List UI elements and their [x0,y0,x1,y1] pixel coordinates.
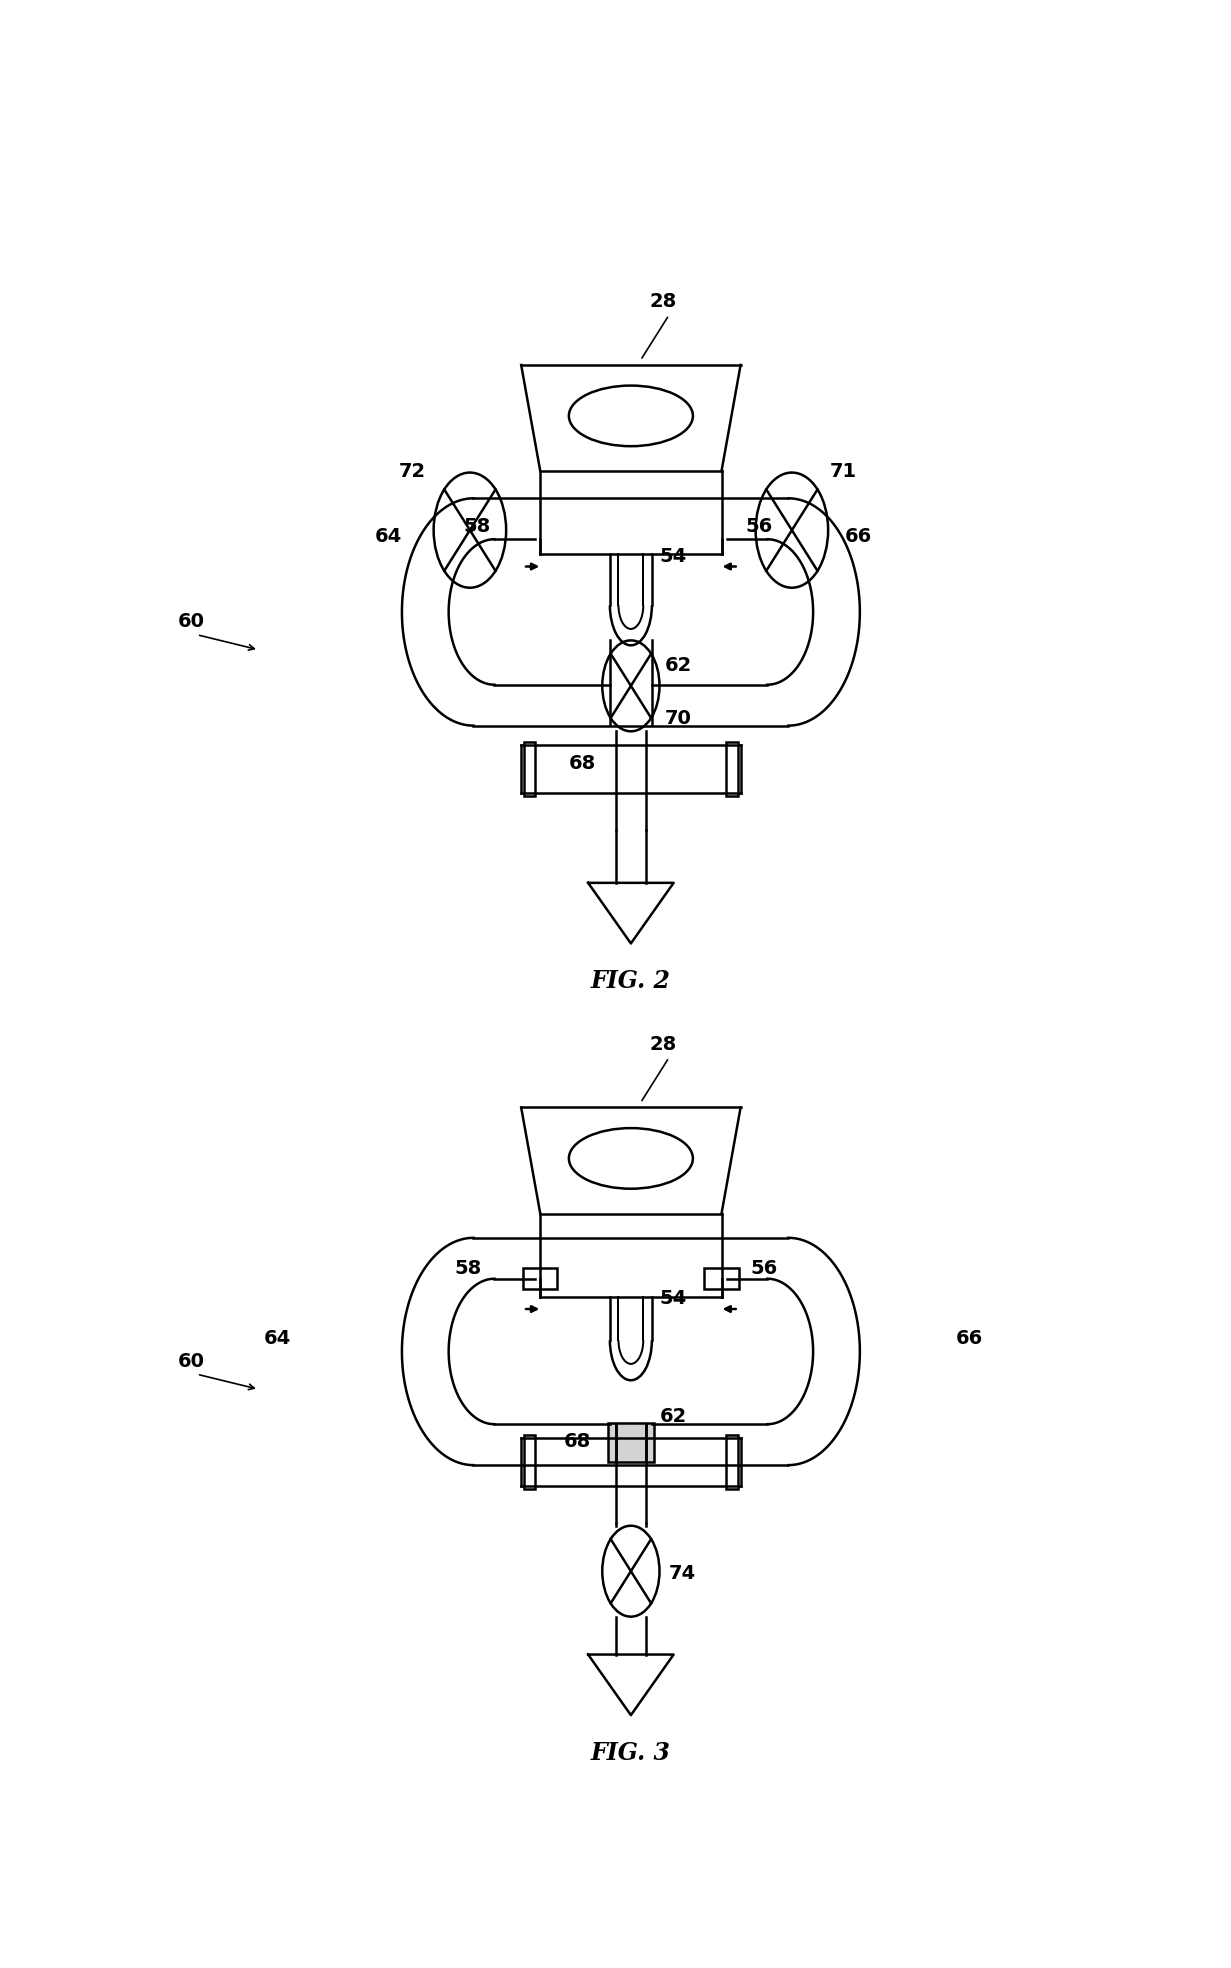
Text: 68: 68 [569,754,596,773]
Bar [523,1267,558,1289]
Text: 56: 56 [750,1260,778,1277]
Bar [704,1267,739,1289]
Bar [608,1423,654,1462]
Text: 28: 28 [650,293,677,311]
Text: 71: 71 [830,462,857,480]
Text: 58: 58 [464,518,491,535]
Text: 58: 58 [454,1260,481,1277]
Text: 66: 66 [955,1328,982,1348]
Text: 68: 68 [564,1433,591,1450]
Text: 62: 62 [660,1407,687,1427]
Text: 70: 70 [665,708,691,728]
Text: 60: 60 [177,612,204,632]
Text: 64: 64 [374,527,401,547]
Text: FIG. 2: FIG. 2 [591,970,671,994]
Text: FIG. 3: FIG. 3 [591,1742,671,1765]
Bar [726,742,737,797]
Text: 54: 54 [660,1289,687,1309]
Bar [524,1435,535,1490]
Text: 66: 66 [844,527,872,547]
Text: 56: 56 [746,518,773,535]
Text: 62: 62 [665,655,692,675]
Text: 64: 64 [263,1328,291,1348]
Bar [726,1435,737,1490]
Text: 72: 72 [399,462,426,480]
Text: 74: 74 [670,1565,697,1582]
Bar [524,742,535,797]
Text: 28: 28 [650,1035,677,1055]
Text: 60: 60 [177,1352,204,1370]
Text: 54: 54 [660,547,687,567]
